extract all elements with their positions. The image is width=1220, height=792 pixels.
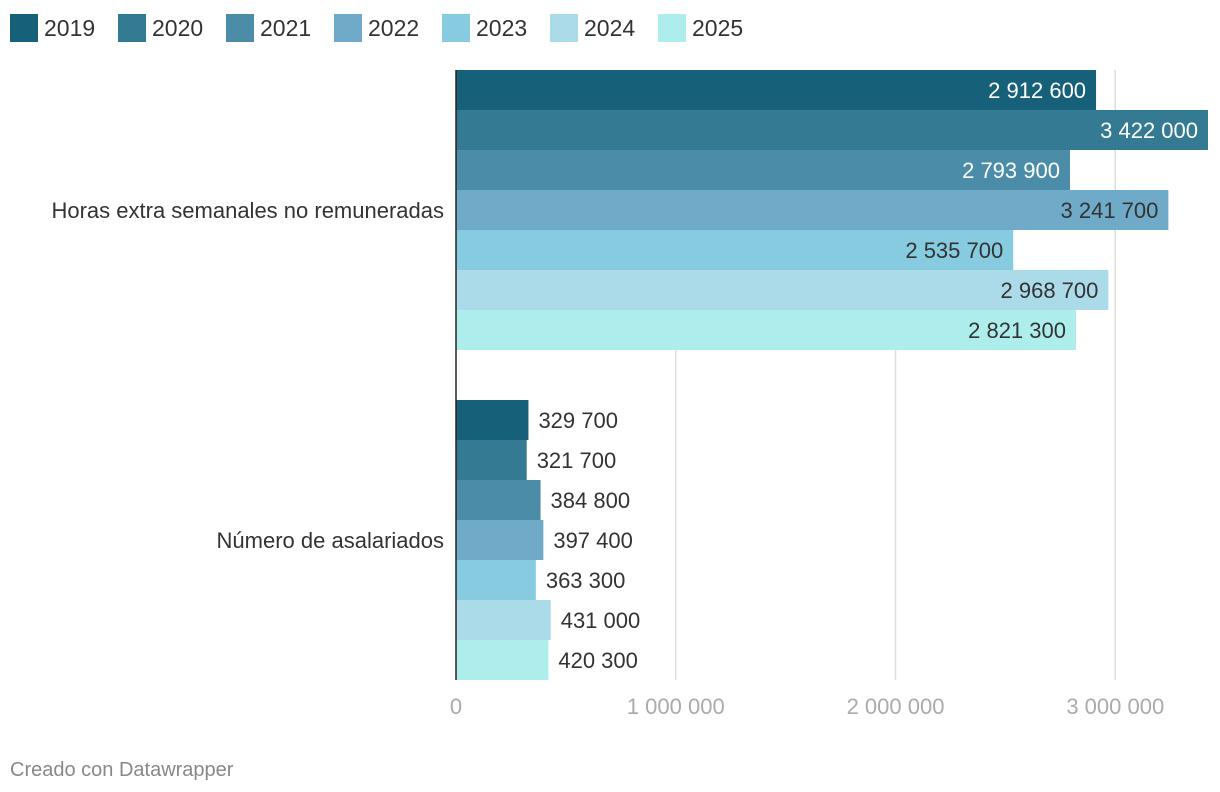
- value-label-2019-1: 329 700: [538, 408, 618, 433]
- legend-swatch-2023: [442, 14, 470, 42]
- legend-label-2019: 2019: [44, 15, 95, 41]
- value-label-2020-0: 3 422 000: [1100, 118, 1198, 143]
- value-label-2024-1: 431 000: [561, 608, 641, 633]
- value-label-2022-0: 3 241 700: [1061, 198, 1159, 223]
- legend-swatch-2024: [550, 14, 578, 42]
- bar-2019-1: [456, 400, 529, 440]
- legend-swatch-2022: [334, 14, 362, 42]
- x-tick-label: 0: [450, 694, 462, 719]
- legend-label-2024: 2024: [584, 15, 635, 41]
- bar-2020-0: [456, 110, 1208, 150]
- chart-legend: 2019 2020 2021 2022 2023 2024 2025: [10, 14, 743, 42]
- x-tick-label: 2 000 000: [847, 694, 945, 719]
- category-label-1: Número de asalariados: [217, 528, 444, 553]
- bar-2023-0: [456, 230, 1014, 270]
- legend-label-2022: 2022: [368, 15, 419, 41]
- bar-2020-1: [456, 440, 527, 480]
- x-tick-label: 3 000 000: [1066, 694, 1164, 719]
- footer-credit: Creado con Datawrapper: [10, 759, 234, 781]
- value-label-2023-0: 2 535 700: [905, 238, 1003, 263]
- bar-2025-0: [456, 310, 1076, 350]
- bar-2024-0: [456, 270, 1109, 310]
- legend-label-2020: 2020: [152, 15, 203, 41]
- legend-label-2023: 2023: [476, 15, 527, 41]
- value-label-2024-0: 2 968 700: [1001, 278, 1099, 303]
- bar-2023-1: [456, 560, 536, 600]
- legend-swatch-2025: [658, 14, 686, 42]
- legend-label-2025: 2025: [692, 15, 743, 41]
- bar-2022-1: [456, 520, 544, 560]
- bar-2021-0: [456, 150, 1070, 190]
- value-label-2019-0: 2 912 600: [988, 78, 1086, 103]
- bar-2025-1: [456, 640, 549, 680]
- value-label-2020-1: 321 700: [537, 448, 617, 473]
- legend-label-2021: 2021: [260, 15, 311, 41]
- value-label-2022-1: 397 400: [553, 528, 633, 553]
- value-label-2021-1: 384 800: [551, 488, 631, 513]
- legend-swatch-2021: [226, 14, 254, 42]
- value-label-2021-0: 2 793 900: [962, 158, 1060, 183]
- bar-2019-0: [456, 70, 1097, 110]
- x-tick-label: 1 000 000: [627, 694, 725, 719]
- value-label-2025-1: 420 300: [558, 648, 638, 673]
- bar-2021-1: [456, 480, 541, 520]
- value-label-2023-1: 363 300: [546, 568, 626, 593]
- category-labels: Horas extra semanales no remuneradas Núme…: [51, 198, 444, 553]
- category-label-0: Horas extra semanales no remuneradas: [51, 198, 444, 223]
- bar-2022-0: [456, 190, 1169, 230]
- legend-swatch-2020: [118, 14, 146, 42]
- value-label-2025-0: 2 821 300: [968, 318, 1066, 343]
- x-axis-ticks: 0 1 000 000 2 000 000 3 000 000: [450, 694, 1164, 719]
- bar-2024-1: [456, 600, 551, 640]
- legend-swatch-2019: [10, 14, 38, 42]
